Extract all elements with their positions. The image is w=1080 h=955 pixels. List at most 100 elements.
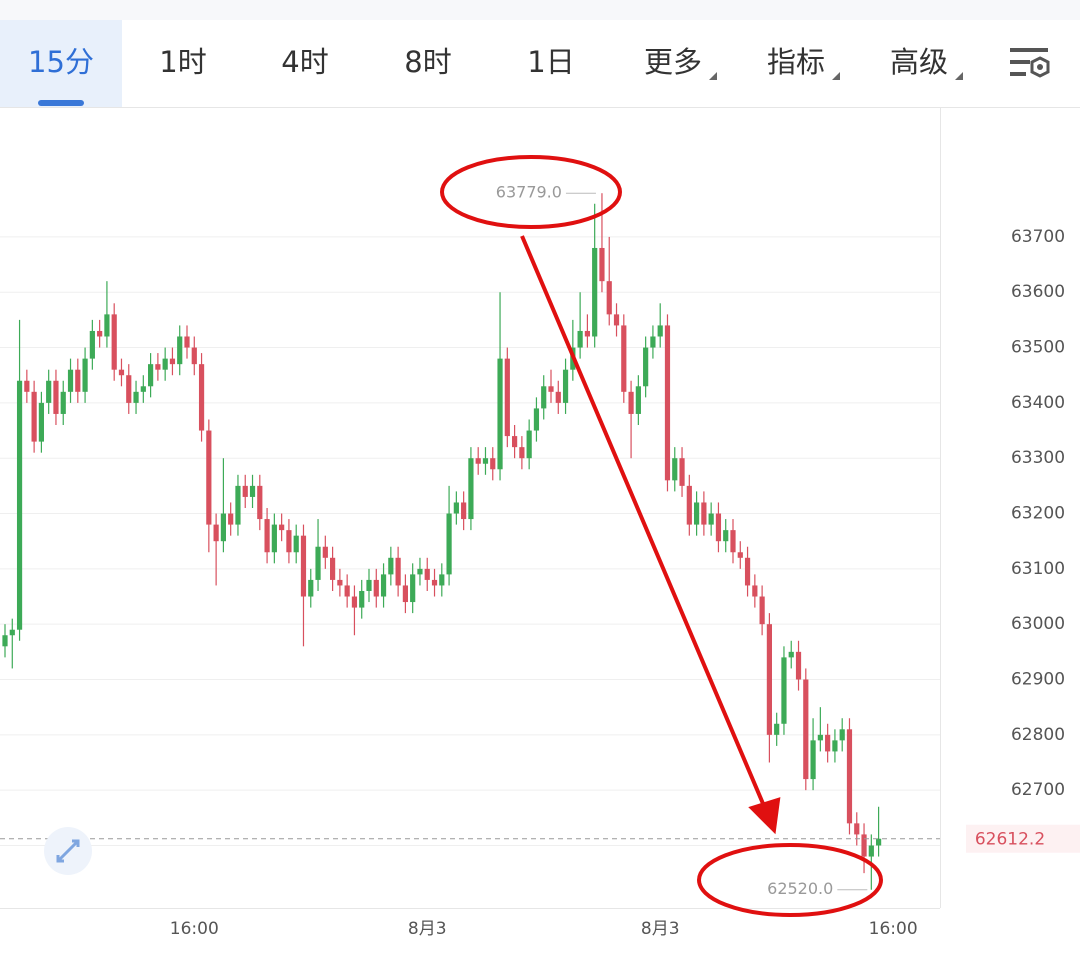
- candle-body: [868, 845, 874, 857]
- candle-body: [82, 358, 88, 392]
- candle-body: [861, 834, 867, 857]
- candle-body: [497, 358, 503, 470]
- candle-body: [774, 723, 780, 735]
- candle-body: [781, 657, 787, 724]
- plot: 6260062700628006290063000631006320063300…: [0, 183, 1065, 939]
- candle-body: [337, 579, 343, 586]
- candle-body: [417, 568, 423, 575]
- candle-body: [351, 596, 358, 608]
- candle-body: [9, 629, 15, 636]
- candle-body: [67, 369, 74, 392]
- candle-body: [97, 330, 103, 337]
- candle-body: [446, 513, 452, 575]
- tab[interactable]: 指标: [767, 45, 825, 79]
- candle-body: [359, 590, 365, 608]
- candle-body: [31, 391, 37, 442]
- candle-body: [213, 524, 219, 542]
- candle-body: [344, 585, 350, 597]
- candle-body: [672, 458, 678, 481]
- tab[interactable]: 高级: [890, 45, 948, 79]
- candle-body: [184, 336, 190, 348]
- tab[interactable]: 15分: [28, 45, 94, 79]
- candle-body: [657, 325, 663, 337]
- candle-body: [46, 380, 52, 403]
- candle-body: [490, 458, 496, 470]
- candle-body: [876, 838, 882, 846]
- candle-body: [482, 458, 489, 464]
- candle-body: [679, 458, 685, 486]
- candle-body: [817, 734, 823, 741]
- candle-body: [264, 519, 270, 553]
- candle-body: [177, 336, 183, 365]
- candle-body: [322, 546, 328, 558]
- tab[interactable]: 8时: [404, 45, 451, 79]
- tab[interactable]: 4时: [281, 45, 328, 79]
- candle-body: [373, 579, 379, 597]
- candle-body: [832, 740, 838, 752]
- candle-body: [628, 391, 634, 414]
- y-tick-label: 63700: [1011, 227, 1065, 247]
- candle-body: [133, 391, 139, 403]
- candle-body: [810, 740, 816, 780]
- candle-body: [613, 314, 620, 326]
- candle-body: [606, 281, 612, 315]
- zoom-button[interactable]: [44, 827, 92, 875]
- candle-body: [592, 247, 598, 337]
- candle-body: [752, 585, 758, 597]
- candle-body: [599, 247, 605, 282]
- y-tick-label: 63400: [1011, 393, 1065, 413]
- candle-body: [526, 430, 532, 459]
- candle-body: [788, 651, 794, 658]
- candle-body: [118, 369, 125, 376]
- candle-body: [635, 386, 641, 414]
- candle-body: [402, 585, 408, 603]
- candle-body: [519, 447, 525, 459]
- y-tick-label: 63500: [1011, 338, 1065, 358]
- candle-body: [621, 325, 627, 392]
- settings-icon[interactable]: [1010, 48, 1050, 78]
- candle-body: [708, 513, 714, 525]
- candle-body: [431, 579, 438, 586]
- candle-body: [686, 485, 692, 525]
- candle-body: [650, 336, 656, 348]
- candle-body: [2, 635, 8, 647]
- y-tick-label: 62700: [1011, 780, 1065, 800]
- candle-body: [461, 502, 467, 520]
- last-price-label: 62612.2: [975, 830, 1045, 850]
- candle-body: [206, 430, 212, 525]
- candle-body: [424, 568, 430, 580]
- tab[interactable]: 1时: [159, 45, 206, 79]
- dropdown-arrows: [709, 72, 963, 80]
- candle-body: [846, 729, 853, 824]
- candle-body: [308, 579, 314, 597]
- candle-body: [701, 502, 707, 525]
- candle-body: [155, 364, 161, 370]
- candle-body: [366, 579, 372, 591]
- candle-body: [468, 458, 474, 520]
- candle-body: [562, 369, 569, 403]
- candle-body: [795, 651, 802, 680]
- candle-body: [439, 574, 445, 586]
- x-tick-label: 8月3: [641, 919, 680, 939]
- y-tick-label: 63600: [1011, 282, 1065, 302]
- candle-body: [730, 530, 736, 553]
- candle-body: [140, 386, 146, 392]
- status-strip: [0, 0, 1080, 20]
- candle-body: [162, 358, 168, 370]
- last-price-tag: [966, 824, 1080, 853]
- y-tick-label: 63200: [1011, 504, 1065, 524]
- candle-body: [198, 364, 205, 431]
- tab[interactable]: 1日: [527, 45, 574, 79]
- tab[interactable]: 更多: [644, 45, 702, 79]
- candle-body: [89, 330, 95, 359]
- candle-body: [148, 364, 154, 387]
- candle-body: [126, 375, 132, 403]
- candle-body: [715, 513, 722, 542]
- candle-body: [220, 513, 226, 542]
- candle-body: [380, 574, 387, 597]
- candle-body: [694, 502, 700, 525]
- candle-body: [286, 530, 292, 553]
- candle-body: [453, 502, 459, 514]
- x-tick-label: 16:00: [170, 919, 219, 939]
